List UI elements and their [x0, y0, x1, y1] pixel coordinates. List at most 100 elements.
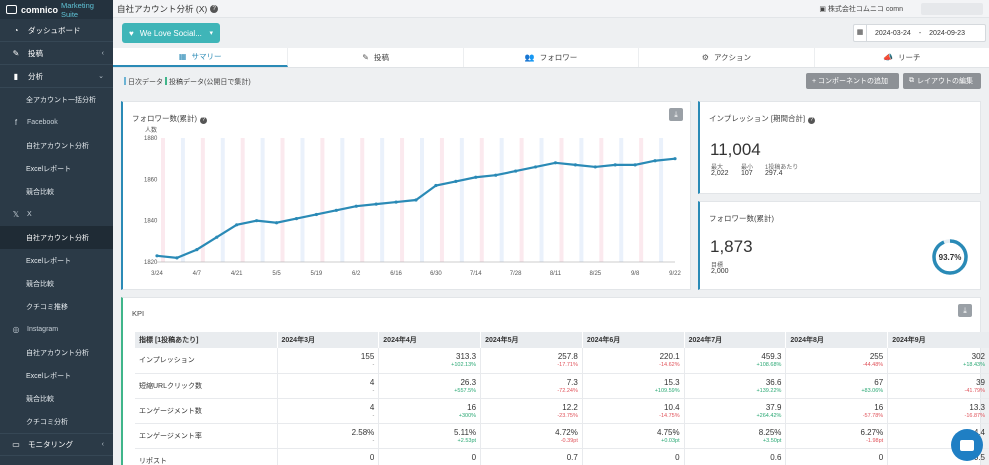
data-point[interactable]	[175, 256, 179, 260]
download-button[interactable]: ⤓	[669, 108, 683, 121]
date-to[interactable]: 2024-09-23	[929, 29, 965, 37]
kpi-cell-value: 36.6	[765, 377, 782, 387]
bar-chart-icon: ▮	[13, 71, 19, 81]
data-point[interactable]	[673, 157, 677, 161]
weekend-stripe	[300, 138, 305, 262]
y-axis-label: 人数	[145, 126, 157, 134]
data-point[interactable]	[474, 175, 478, 179]
tab-actions[interactable]: ⚙ アクション	[639, 48, 815, 67]
kpi-cell-change: +3.50pt	[762, 437, 782, 444]
data-point[interactable]	[653, 159, 657, 163]
account-selector[interactable]: ♥ We Love Social... ▾	[122, 23, 220, 43]
date-from[interactable]: 2024-03-24	[875, 29, 911, 37]
external-link-icon: ⧉	[909, 77, 914, 84]
data-point[interactable]	[434, 183, 438, 188]
data-point[interactable]	[374, 202, 378, 206]
tab-followers[interactable]: 👥 フォロワー	[464, 48, 640, 67]
logo[interactable]: comnico Marketing Suite	[0, 0, 113, 19]
data-point[interactable]	[593, 165, 597, 169]
data-point[interactable]	[553, 161, 558, 165]
kpi-cell-value: 67	[874, 377, 884, 387]
kpi-cell: 155-	[277, 348, 380, 374]
kpi-cell: 0.7	[480, 448, 583, 465]
sidebar-item-fb-own-analysis[interactable]: 自社アカウント分析	[26, 142, 89, 150]
sidebar-item-fb-excel[interactable]: Excelレポート	[26, 165, 72, 173]
x-tick-label: 5/19	[311, 271, 323, 277]
sidebar-item-posts[interactable]: ✎ 投稿 ‹	[0, 42, 113, 65]
weekend-stripe	[499, 138, 504, 262]
data-point[interactable]	[533, 165, 538, 169]
sidebar-item-ig-competitor[interactable]: 競合比較	[26, 395, 54, 403]
weekend-stripe	[161, 138, 165, 262]
sidebar-item-fb-competitor[interactable]: 競合比較	[26, 188, 54, 196]
kpi-cell: 67 +83.06%	[785, 373, 889, 399]
data-point[interactable]	[314, 212, 318, 217]
sidebar-item-x-competitor[interactable]: 競合比較	[26, 280, 54, 288]
add-component-button[interactable]: + コンポーネントの追加	[806, 73, 899, 89]
chat-button[interactable]	[951, 429, 983, 461]
data-point[interactable]	[494, 173, 498, 177]
kpi-cell: 459.3 +108.68%	[684, 348, 787, 374]
sidebar-item-dashboard[interactable]: ◔ ダッシュボード	[0, 19, 113, 42]
help-icon[interactable]: ?	[808, 117, 816, 124]
kpi-cell-value: 4.75%	[656, 427, 680, 437]
kpi-cell: 16 +300%	[378, 398, 482, 424]
help-icon[interactable]: ?	[200, 117, 207, 124]
sidebar-group-facebook: f Facebook	[0, 111, 113, 134]
kpi-cell-change: -57.78%	[862, 412, 884, 419]
data-point[interactable]	[354, 204, 358, 208]
tab-reach[interactable]: 📣 リーチ	[883, 53, 921, 62]
kpi-cell: 220.1 -14.62%	[582, 348, 685, 374]
data-point[interactable]	[334, 208, 338, 212]
edit-layout-button[interactable]: ⧉ レイアウトの編集	[903, 73, 981, 89]
sidebar-item-analytics[interactable]: ▮ 分析 ⌄	[0, 65, 113, 88]
sidebar-item-ig-excel[interactable]: Excelレポート	[26, 372, 72, 380]
sidebar-item-ig-word-of-mouth[interactable]: クチコミ分析	[26, 418, 68, 426]
tab-posts[interactable]: ✎ 投稿	[288, 48, 464, 67]
kpi-cell: 2.58% -	[277, 423, 380, 449]
data-point[interactable]	[394, 200, 398, 204]
caret-down-icon: ▾	[209, 30, 213, 37]
kpi-cell-value: 2.58%	[351, 427, 375, 437]
x-tick-label: 6/16	[390, 271, 402, 277]
data-point[interactable]	[454, 179, 458, 183]
data-point[interactable]	[414, 198, 418, 202]
sidebar-item-ig-own-analysis[interactable]: 自社アカウント分析	[26, 349, 89, 357]
kpi-cell-value: 13.3	[969, 402, 985, 412]
sidebar-item-monitoring[interactable]: ▭ モニタリング ‹	[0, 433, 113, 456]
date-range-picker[interactable]: ▦ 2024-03-24 - 2024-09-23	[853, 24, 986, 42]
data-point[interactable]	[255, 219, 259, 223]
weekend-stripe	[439, 138, 444, 262]
kpi-cell-value: 220.1	[659, 352, 680, 361]
sidebar-item-all-accounts[interactable]: 全アカウント一括分析	[26, 96, 96, 104]
data-point[interactable]	[215, 235, 219, 239]
data-point[interactable]	[294, 217, 299, 221]
follower-line-chart: 人数 1820 1840 1860 1880 3/24 4/7 4/21 5/5 5/19 6/2 6…	[144, 126, 681, 277]
data-point[interactable]	[195, 248, 199, 252]
data-point[interactable]	[633, 163, 637, 167]
sidebar-item-x-word-of-mouth[interactable]: クチコミ推移	[26, 303, 68, 311]
weekend-stripe	[180, 138, 185, 262]
data-point[interactable]	[155, 254, 159, 258]
x-tick-label: 7/28	[510, 271, 522, 277]
download-button[interactable]: ⤓	[958, 304, 972, 317]
weekend-stripe	[380, 138, 385, 262]
data-point[interactable]	[514, 169, 518, 173]
data-point[interactable]	[573, 163, 577, 167]
help-icon[interactable]: ?	[210, 4, 219, 13]
weekend-stripe	[519, 138, 524, 262]
company-name[interactable]: ▣ 株式会社コムニコ comn	[819, 5, 903, 13]
date-separator: -	[918, 29, 922, 37]
tab-summary[interactable]: ▦ サマリー	[113, 48, 289, 67]
user-menu[interactable]	[921, 2, 983, 15]
sidebar-item-x-excel[interactable]: Excelレポート	[26, 257, 72, 265]
sidebar-item-x-own-analysis[interactable]: 自社アカウント分析	[0, 226, 113, 249]
ring-fill	[932, 239, 968, 275]
kpi-cell-change: -	[372, 362, 375, 368]
kpi-cell-value: 313.3	[456, 352, 477, 361]
kpi-cell: 26.3 +557.5%	[378, 373, 482, 399]
kpi-cell: 16 -57.78%	[785, 398, 889, 424]
data-point[interactable]	[235, 223, 239, 227]
data-point[interactable]	[274, 221, 279, 225]
data-point[interactable]	[613, 163, 617, 167]
